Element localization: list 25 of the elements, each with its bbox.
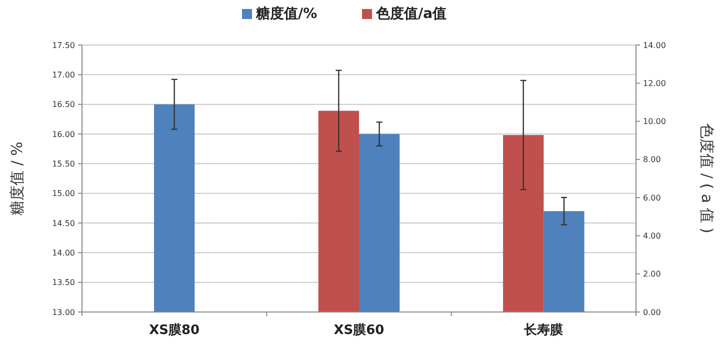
x-tick-label: 长寿膜 <box>523 323 564 338</box>
y-axis-title: 糖度值 / % <box>8 142 26 216</box>
y-tick-label: 16.50 <box>52 100 75 110</box>
y2-tick-label: 2.00 <box>643 270 661 279</box>
x-tick-label: XS膜60 <box>334 323 384 338</box>
y2-tick-label: 10.00 <box>643 117 666 126</box>
y-tick-label: 17.50 <box>52 40 75 50</box>
y-tick-label: 14.00 <box>52 248 75 258</box>
y-tick-label: 13.00 <box>52 308 75 317</box>
y-tick-label: 15.00 <box>52 189 75 198</box>
y-tick-label: 13.50 <box>52 278 75 288</box>
y-tick-label: 14.50 <box>52 218 75 228</box>
legend-label: 色度值/a值 <box>375 5 447 22</box>
y2-tick-label: 14.00 <box>643 40 666 50</box>
y2-tick-label: 12.00 <box>643 78 666 88</box>
y-tick-label: 17.00 <box>52 70 75 80</box>
y2-tick-label: 0.00 <box>643 308 661 317</box>
legend-label: 糖度值/% <box>255 5 318 22</box>
y2-tick-label: 6.00 <box>643 193 661 202</box>
y-tick-label: 16.00 <box>52 130 75 139</box>
y-tick-label: 15.50 <box>52 159 75 168</box>
x-tick-label: XS膜80 <box>149 323 200 338</box>
y2-tick-label: 8.00 <box>643 155 661 164</box>
y2-axis-title: 色度值 / ( a 值 ) <box>698 124 716 234</box>
y2-tick-label: 4.00 <box>643 232 661 241</box>
